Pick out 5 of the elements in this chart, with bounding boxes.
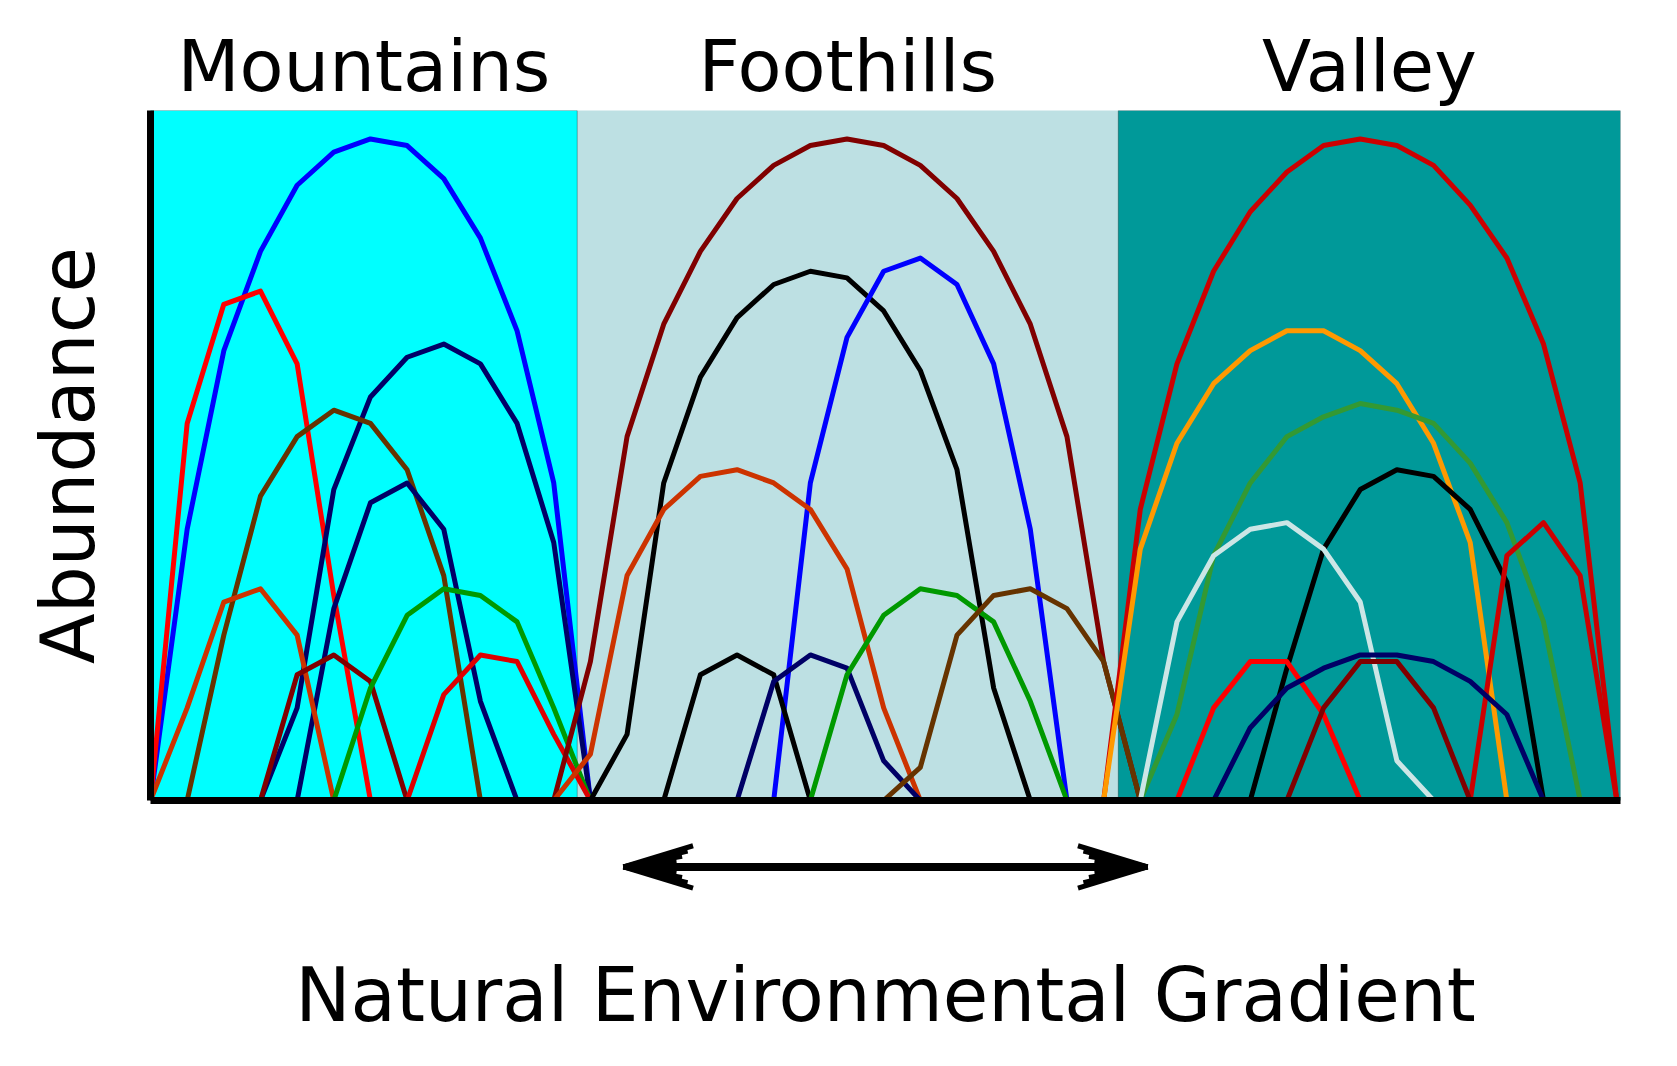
y-axis-title: Abundance: [24, 247, 111, 664]
x-axis-title: Natural Environmental Gradient: [295, 951, 1476, 1038]
text: Mountains: [177, 24, 551, 109]
text: Foothills: [698, 24, 997, 109]
text: Valley: [1262, 24, 1477, 109]
